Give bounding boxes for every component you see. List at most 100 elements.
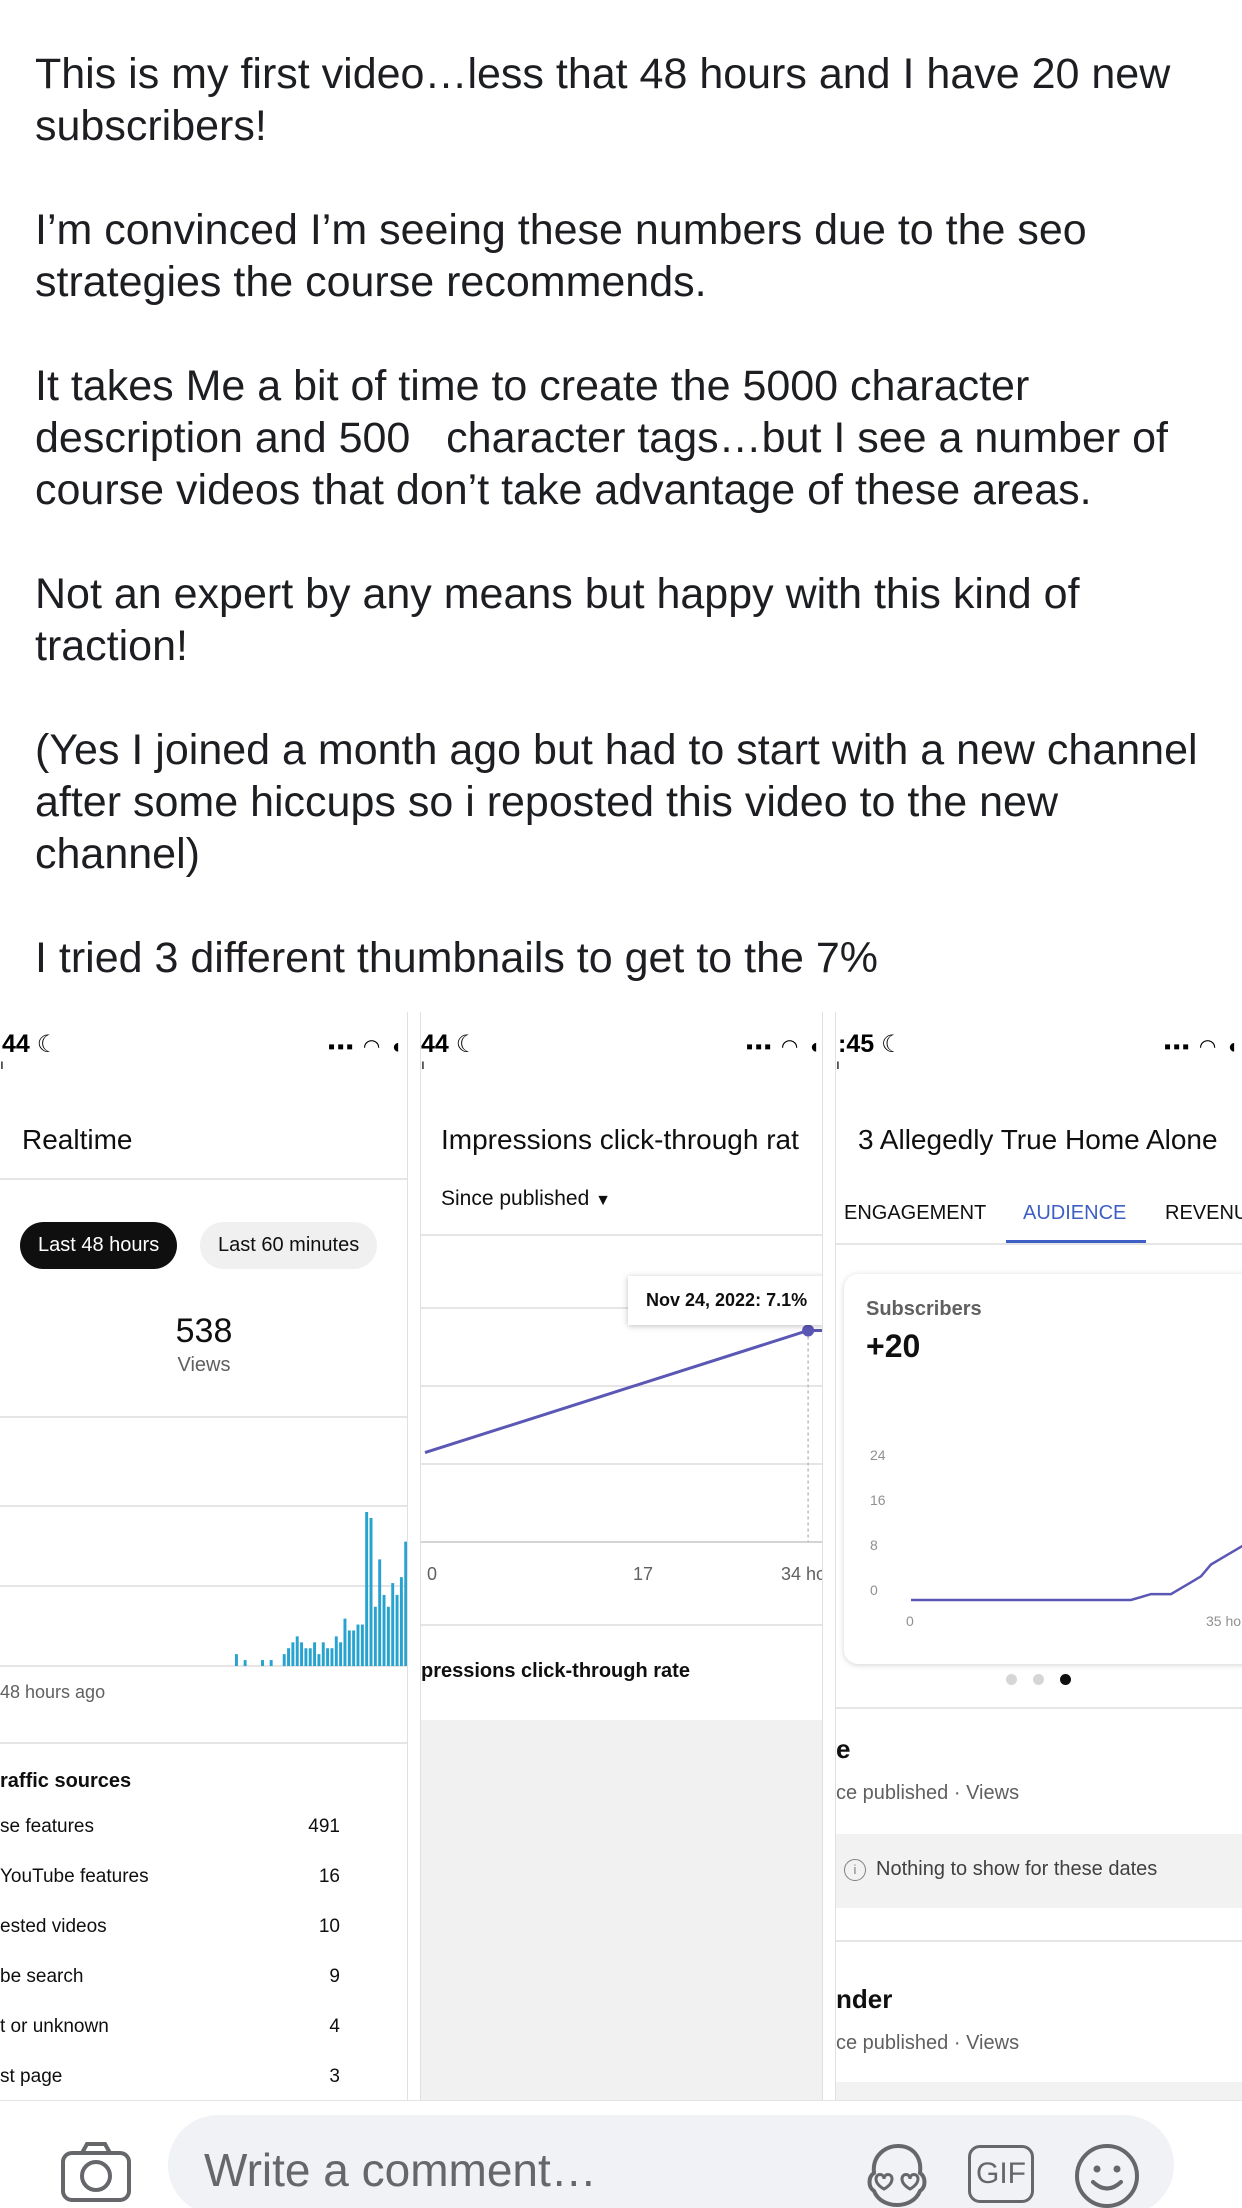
moon-icon: ☾ — [881, 1031, 903, 1058]
empty-notice — [836, 1834, 1242, 1908]
section-title: e — [836, 1734, 851, 1764]
y-tick-label: 24 — [870, 1447, 886, 1463]
divider — [836, 1707, 1242, 1709]
active-tab-indicator — [1006, 1240, 1146, 1243]
divider — [421, 1624, 822, 1626]
x-tick-label: 0 — [906, 1613, 914, 1629]
y-tick-label: 16 — [870, 1492, 886, 1508]
realtime-bar — [382, 1594, 386, 1666]
empty-notice-text: Nothing to show for these dates — [876, 1858, 1158, 1880]
chip-last-60-minutes[interactable]: Last 60 minutes — [200, 1222, 378, 1269]
realtime-bar — [343, 1618, 347, 1666]
carousel-dot-active[interactable] — [1060, 1674, 1071, 1685]
x-tick-label: 17 — [633, 1564, 653, 1584]
screenshot-audience[interactable]: :45 ☾ ı ▪▪▪ ◠ ◖ 3 Allegedly True Home Al… — [835, 1012, 1242, 2100]
traffic-row[interactable]: be search 9 — [0, 1966, 340, 1987]
x-tick-label: 0 — [427, 1564, 437, 1584]
realtime-bar — [330, 1648, 334, 1666]
realtime-bar — [326, 1648, 330, 1666]
realtime-bar — [269, 1660, 273, 1666]
carousel-dots[interactable] — [1006, 1672, 1087, 1690]
realtime-bar — [334, 1636, 338, 1666]
traffic-row[interactable]: t or unknown 4 — [0, 2016, 340, 2037]
page-title: Impressions click-through rat — [441, 1124, 799, 1155]
realtime-bar — [399, 1577, 403, 1666]
camera-icon[interactable] — [60, 2141, 132, 2203]
post-body: This is my first video…less that 48 hour… — [35, 48, 1225, 1036]
chevron-down-icon: ▼ — [595, 1192, 611, 1209]
realtime-bar — [308, 1648, 312, 1666]
realtime-bar — [287, 1648, 291, 1666]
chart-tooltip: Nov 24, 2022: 7.1% — [628, 1276, 822, 1325]
realtime-bar — [339, 1642, 343, 1666]
realtime-bar — [321, 1642, 325, 1666]
views-label: Views — [177, 1354, 231, 1376]
ctr-series-line — [424, 1329, 822, 1455]
screenshot-realtime[interactable]: 44 ☾ ı ▪▪▪ ◠ ◖ Realtime Last 48 hours La… — [0, 1012, 408, 2100]
section-subtitle: ce published · Views — [836, 1782, 1020, 1804]
carousel-dot[interactable] — [1006, 1674, 1017, 1685]
x-tick-label: 34 ho — [781, 1564, 823, 1584]
realtime-bar — [300, 1642, 304, 1666]
tab-audience[interactable]: AUDIENCE — [1023, 1202, 1127, 1224]
post-paragraph: (Yes I joined a month ago but had to sta… — [35, 726, 1210, 878]
metric-label: pressions click-through rate — [421, 1660, 690, 1682]
section-title: nder — [836, 1984, 893, 2014]
status-sub: ı — [836, 1056, 840, 1072]
gif-icon[interactable]: GIF — [968, 2145, 1034, 2203]
views-value: 538 — [175, 1312, 233, 1350]
screenshot-impressions-ctr[interactable]: 44 ☾ ı ▪▪▪ ◠ ◖ Impressions click-through… — [420, 1012, 823, 2100]
carousel-dot[interactable] — [1033, 1674, 1044, 1685]
emoji-icon[interactable] — [1074, 2143, 1140, 2208]
empty-area — [421, 1720, 822, 2100]
x-tick-label: 35 ho — [1206, 1613, 1241, 1629]
traffic-row[interactable]: ested videos 10 — [0, 1916, 340, 1937]
realtime-bar — [373, 1606, 377, 1666]
page-title: Realtime — [22, 1124, 133, 1155]
divider — [0, 1416, 407, 1418]
moon-icon: ☾ — [36, 1031, 59, 1058]
card-title: Subscribers — [866, 1298, 982, 1320]
traffic-row[interactable]: st page 3 — [0, 2066, 340, 2087]
comment-placeholder[interactable]: Write a comment… — [204, 2144, 597, 2196]
divider — [0, 1178, 407, 1180]
info-icon: i — [844, 1859, 866, 1881]
signal-wifi-icons: ▪▪▪ ◠ ◖ — [746, 1036, 822, 1058]
realtime-bar — [282, 1654, 286, 1666]
post-paragraph: This is my first video…less that 48 hour… — [35, 50, 1183, 150]
status-time: 44 ☾ — [421, 1030, 478, 1058]
divider — [836, 1940, 1242, 1942]
ctr-line-chart: 0 17 34 ho — [421, 1307, 823, 1584]
comment-bar: Write a comment… GIF — [0, 2100, 1242, 2208]
status-time: :45 ☾ — [838, 1030, 903, 1058]
comment-input[interactable] — [168, 2115, 1174, 2208]
realtime-bar — [352, 1630, 356, 1666]
realtime-bar — [243, 1660, 247, 1666]
tab-engagement[interactable]: ENGAGEMENT — [844, 1202, 987, 1224]
section-subtitle: ce published · Views — [836, 2032, 1020, 2054]
realtime-bar — [291, 1642, 295, 1666]
grey-strip — [836, 2082, 1242, 2100]
subscribers-series-line — [911, 1544, 1242, 1602]
realtime-bar — [313, 1642, 317, 1666]
tab-revenue[interactable]: REVENU — [1165, 1202, 1242, 1224]
realtime-bar-chart — [0, 1505, 407, 1667]
realtime-bar — [365, 1512, 369, 1666]
realtime-bar — [356, 1624, 360, 1666]
signal-wifi-icons: ▪▪▪ ◠ ◖ — [328, 1036, 404, 1058]
chip-last-48-hours[interactable]: Last 48 hours — [20, 1222, 178, 1269]
realtime-bar — [295, 1636, 299, 1666]
realtime-bar — [378, 1559, 382, 1666]
divider — [0, 1742, 407, 1744]
avatar-sticker-icon[interactable] — [862, 2143, 932, 2207]
realtime-bar — [360, 1624, 364, 1666]
traffic-row[interactable]: YouTube features 16 — [0, 1866, 340, 1887]
post-paragraph: I tried 3 different thumbnails to get to… — [35, 934, 878, 982]
divider — [421, 1234, 822, 1236]
video-title: 3 Allegedly True Home Alone — [858, 1124, 1218, 1155]
status-time: 44 ☾ — [2, 1030, 59, 1058]
traffic-row[interactable]: se features 491 — [0, 1816, 340, 1837]
card-value: +20 — [866, 1328, 921, 1364]
status-sub: ı — [421, 1056, 425, 1072]
since-published-dropdown[interactable]: Since published ▼ — [441, 1187, 611, 1210]
